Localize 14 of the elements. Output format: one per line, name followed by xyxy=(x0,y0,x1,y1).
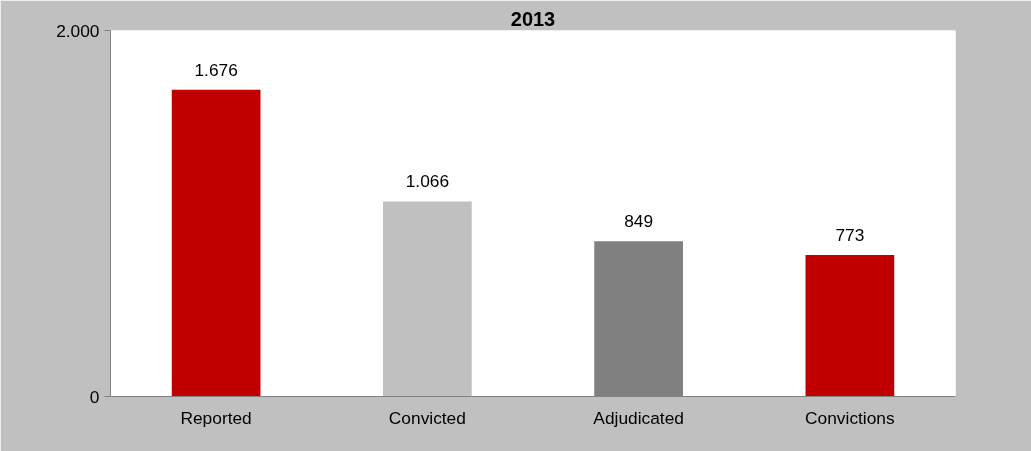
chart-title: 2013 xyxy=(510,7,556,30)
y-tick-label: 2.000 xyxy=(56,20,100,41)
data-label: 1.676 xyxy=(194,59,238,80)
data-label: 1.066 xyxy=(405,171,450,192)
x-tick-label: Convicted xyxy=(388,407,466,428)
x-tick-label: Adjudicated xyxy=(593,407,684,428)
data-label: 849 xyxy=(624,211,654,232)
bar xyxy=(805,255,895,397)
bar xyxy=(383,201,472,397)
y-tick-label: 0 xyxy=(89,386,100,407)
bar xyxy=(171,89,261,397)
data-label: 773 xyxy=(835,225,865,246)
x-tick-label: Convictions xyxy=(805,407,895,428)
x-tick-label: Reported xyxy=(180,407,252,428)
